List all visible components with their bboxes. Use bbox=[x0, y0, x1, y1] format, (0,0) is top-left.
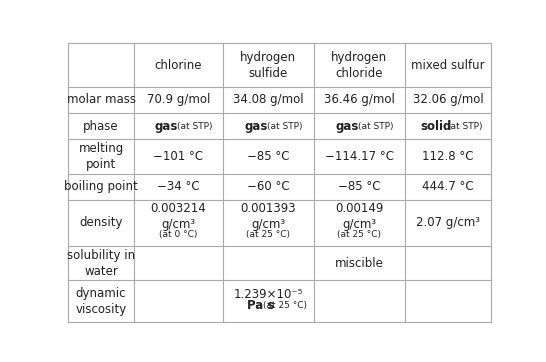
Text: (at STP): (at STP) bbox=[177, 122, 213, 131]
Text: 70.9 g/mol: 70.9 g/mol bbox=[146, 93, 210, 106]
Text: melting
point: melting point bbox=[79, 142, 124, 171]
Text: 444.7 °C: 444.7 °C bbox=[422, 180, 474, 193]
Text: (at STP): (at STP) bbox=[447, 122, 483, 131]
Text: (at 0 °C): (at 0 °C) bbox=[159, 230, 198, 239]
Text: −85 °C: −85 °C bbox=[247, 150, 289, 163]
Text: 2.07 g/cm³: 2.07 g/cm³ bbox=[416, 216, 480, 230]
Text: boiling point: boiling point bbox=[64, 180, 138, 193]
Text: (at STP): (at STP) bbox=[268, 122, 303, 131]
Text: molar mass: molar mass bbox=[67, 93, 135, 106]
Text: (at 25 °C): (at 25 °C) bbox=[246, 230, 290, 239]
Text: 36.46 g/mol: 36.46 g/mol bbox=[324, 93, 395, 106]
Text: phase: phase bbox=[83, 119, 119, 132]
Text: mixed sulfur: mixed sulfur bbox=[411, 59, 485, 72]
Text: 0.003214
g/cm³: 0.003214 g/cm³ bbox=[150, 202, 206, 231]
Text: gas: gas bbox=[245, 119, 268, 132]
Text: miscible: miscible bbox=[335, 257, 384, 270]
Text: 0.001393
g/cm³: 0.001393 g/cm³ bbox=[240, 202, 296, 231]
Text: −34 °C: −34 °C bbox=[157, 180, 200, 193]
Text: (at 25 °C): (at 25 °C) bbox=[263, 301, 307, 310]
Text: −60 °C: −60 °C bbox=[247, 180, 289, 193]
Text: gas: gas bbox=[155, 119, 178, 132]
Text: 0.00149
g/cm³: 0.00149 g/cm³ bbox=[335, 202, 383, 231]
Text: solid: solid bbox=[420, 119, 452, 132]
Text: (at STP): (at STP) bbox=[358, 122, 394, 131]
Text: solubility in
water: solubility in water bbox=[67, 249, 135, 278]
Text: hydrogen
sulfide: hydrogen sulfide bbox=[240, 51, 296, 80]
Text: Pa s: Pa s bbox=[247, 299, 274, 312]
Text: −101 °C: −101 °C bbox=[153, 150, 203, 163]
Text: chlorine: chlorine bbox=[155, 59, 202, 72]
Text: 34.08 g/mol: 34.08 g/mol bbox=[233, 93, 304, 106]
Text: hydrogen
chloride: hydrogen chloride bbox=[331, 51, 387, 80]
Text: 32.06 g/mol: 32.06 g/mol bbox=[413, 93, 483, 106]
Text: dynamic
viscosity: dynamic viscosity bbox=[75, 287, 127, 316]
Text: (at 25 °C): (at 25 °C) bbox=[337, 230, 381, 239]
Text: −85 °C: −85 °C bbox=[338, 180, 381, 193]
Text: density: density bbox=[79, 216, 123, 230]
Text: gas: gas bbox=[336, 119, 359, 132]
Text: −114.17 °C: −114.17 °C bbox=[325, 150, 394, 163]
Text: 1.239×10⁻⁵: 1.239×10⁻⁵ bbox=[234, 288, 303, 301]
Text: 112.8 °C: 112.8 °C bbox=[422, 150, 474, 163]
